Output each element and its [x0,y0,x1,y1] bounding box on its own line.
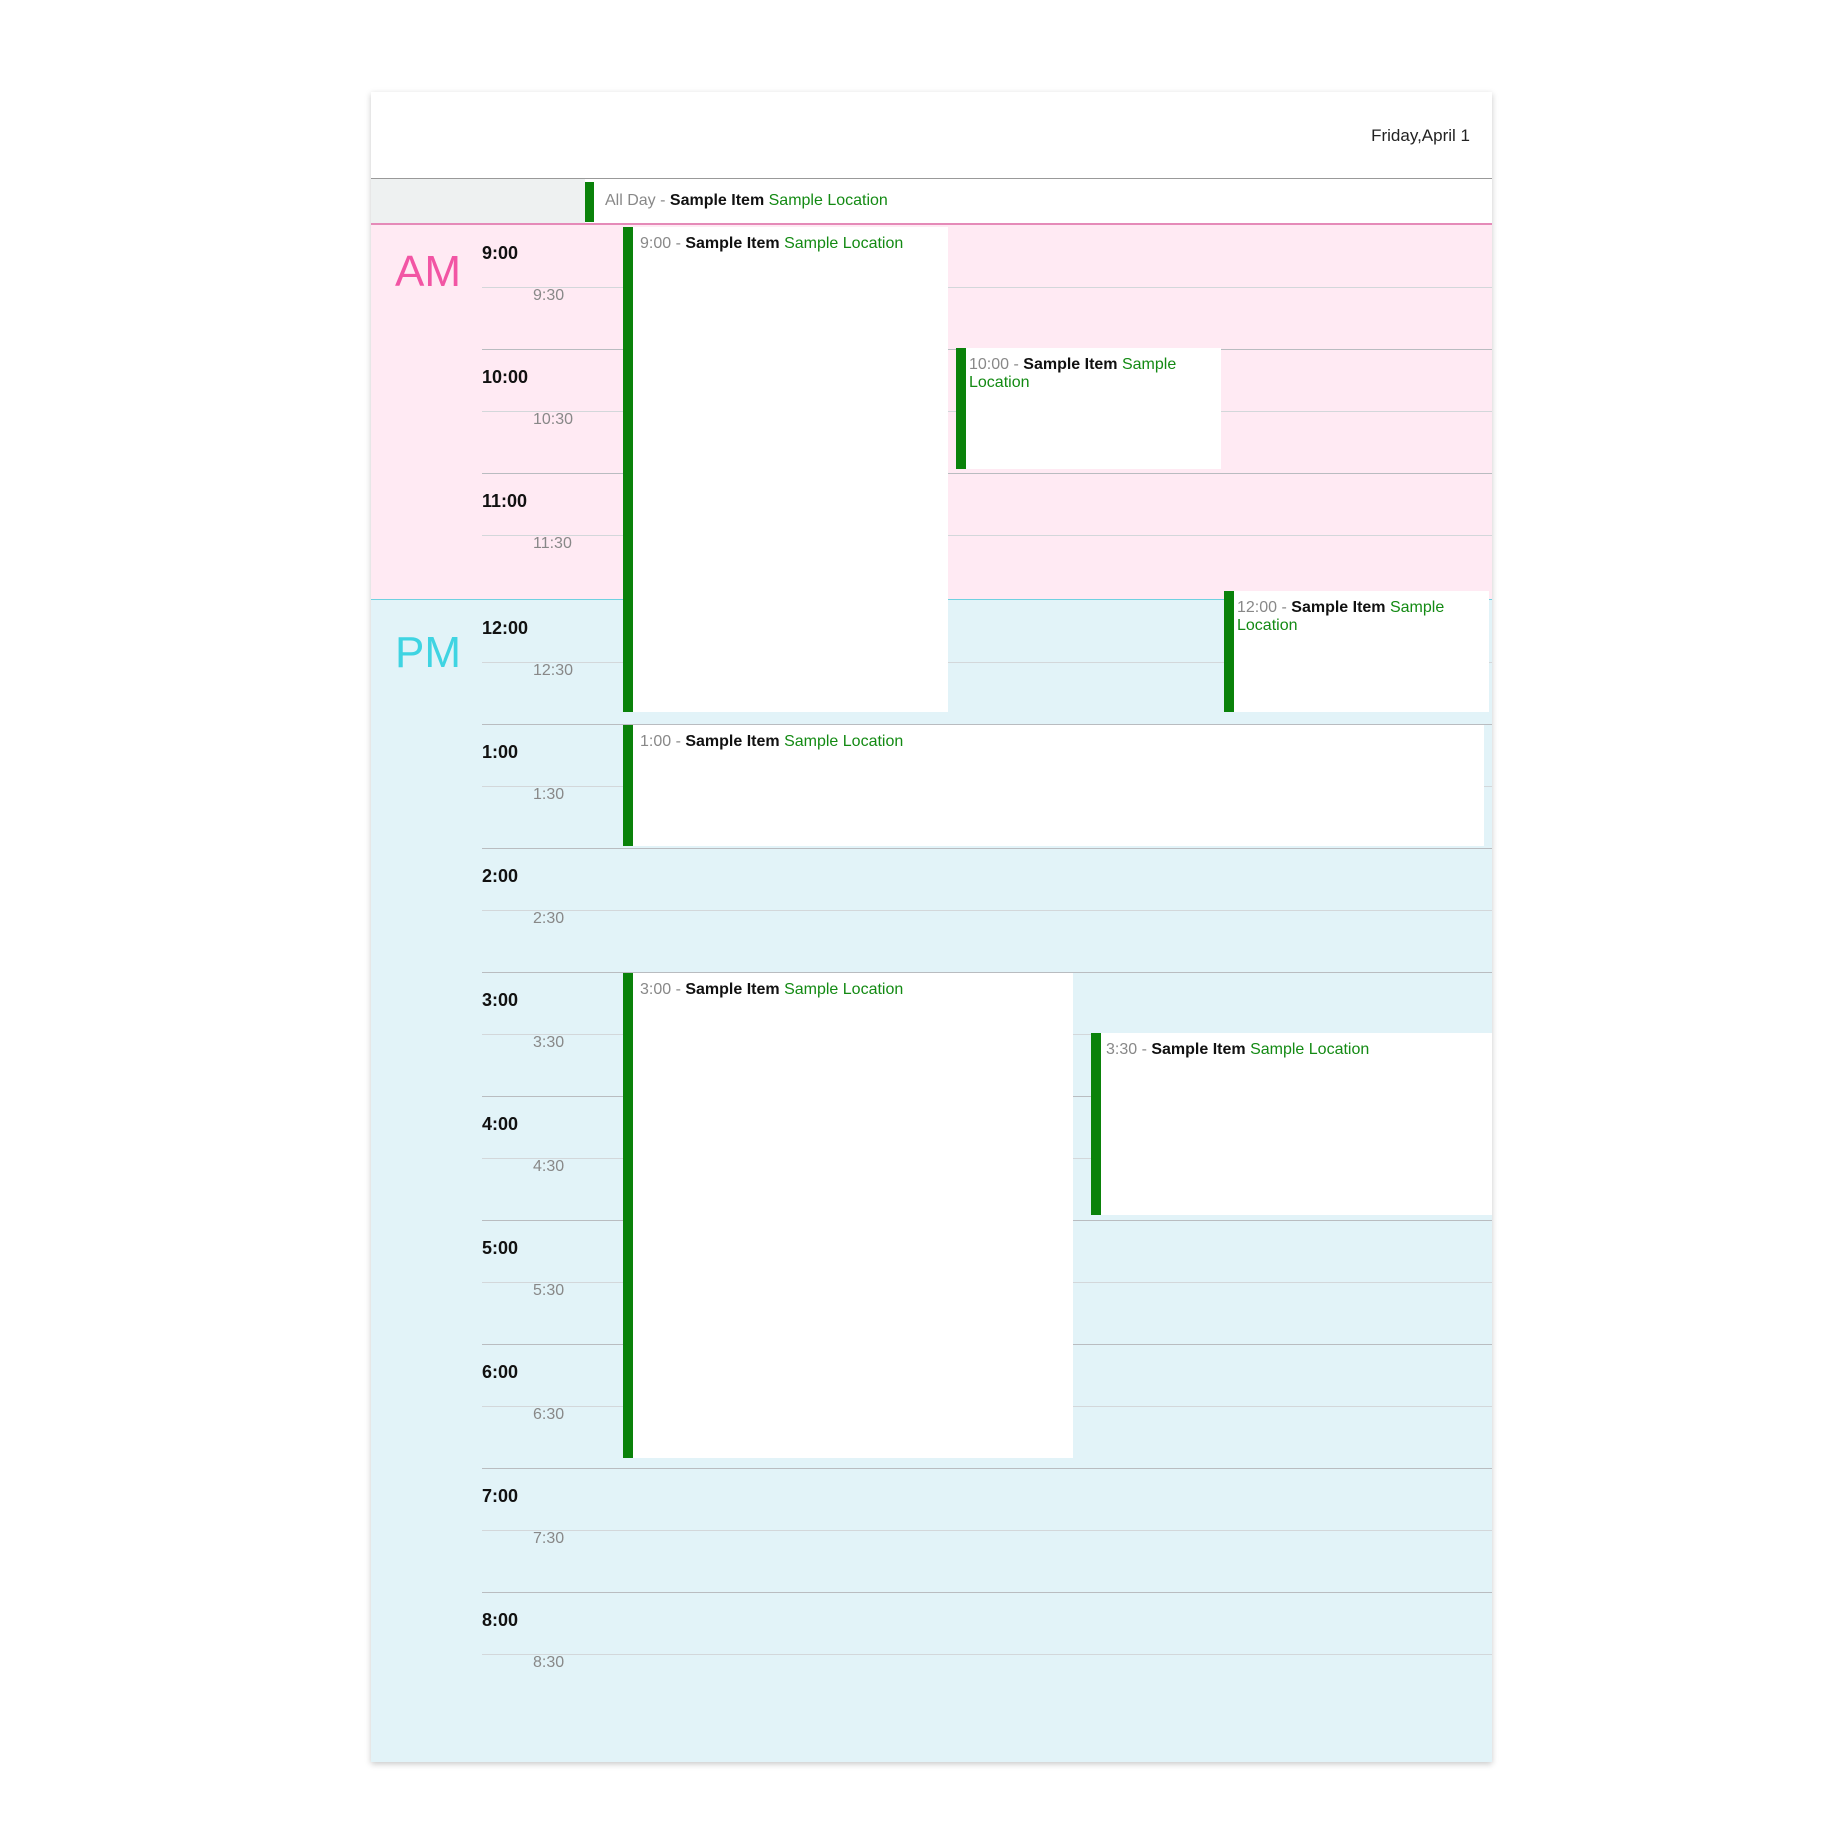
hour-line [482,1592,1492,1593]
event-separator: - [655,192,670,209]
date-label: Friday,April 1 [1371,126,1470,145]
event-text: 1:00 - Sample Item Sample Location [640,733,1478,751]
event-separator: - [1277,599,1292,616]
event-time: 1:00 [640,733,672,750]
hour-label-11: 11:00 [482,491,528,511]
event-text: 3:30 - Sample Item Sample Location [1106,1041,1486,1059]
event-time: 3:30 [1106,1041,1138,1058]
hour-label-12: 12:00 [482,618,529,638]
half-label-1130: 11:30 [533,535,572,552]
hour-line [482,972,1492,973]
half-label-830: 8:30 [533,1654,565,1671]
all-day-row: All Day - Sample Item Sample Location [371,178,1492,224]
event-time: 3:00 [640,981,672,998]
event-text: 3:00 - Sample Item Sample Location [640,981,1067,999]
calendar-event[interactable]: 3:00 - Sample Item Sample Location [623,973,1073,1458]
half-label-1030: 10:30 [533,411,574,428]
event-text: All Day - Sample Item Sample Location [605,192,888,210]
am-label: AM [395,247,461,296]
calendar-event[interactable]: 9:00 - Sample Item Sample Location [623,227,948,712]
half-label-530: 5:30 [533,1282,565,1299]
event-color-bar [956,348,966,469]
half-hour-line [482,535,1492,536]
half-label-230: 2:30 [533,910,565,927]
event-location: Sample Location [784,981,904,998]
event-color-bar [623,725,633,846]
half-label-430: 4:30 [533,1158,565,1175]
event-location: Sample Location [784,733,904,750]
half-hour-line [482,1654,1492,1655]
half-label-1230: 12:30 [533,662,574,679]
event-title: Sample Item [685,981,780,998]
day-view-calendar: Friday,April 1 All Day - Sample Item Sam… [371,92,1492,1762]
hour-label-1: 1:00 [482,742,519,762]
hour-label-7: 7:00 [482,1486,519,1506]
event-title: Sample Item [685,235,780,252]
hour-label-5: 5:00 [482,1238,519,1258]
event-time: 9:00 [640,235,672,252]
event-location: Sample Location [969,356,1177,391]
hour-label-10: 10:00 [482,367,529,387]
half-label-130: 1:30 [533,786,565,803]
event-text: 10:00 - Sample Item Sample Location [969,356,1215,392]
event-title: Sample Item [1291,599,1386,616]
event-text: 9:00 - Sample Item Sample Location [640,235,942,253]
hour-label-9: 9:00 [482,243,519,263]
hour-line [482,473,1492,474]
event-color-bar [623,227,633,712]
hour-label-2: 2:00 [482,866,519,886]
event-location: Sample Location [1237,599,1445,634]
all-day-gutter [371,179,585,224]
calendar-event[interactable]: 3:30 - Sample Item Sample Location [1091,1033,1492,1215]
half-label-730: 7:30 [533,1530,565,1547]
event-time: All Day [605,192,656,209]
event-time: 12:00 [1237,599,1278,616]
hour-label-4: 4:00 [482,1114,519,1134]
event-separator: - [1137,1041,1152,1058]
event-title: Sample Item [1151,1041,1246,1058]
event-separator: - [671,981,686,998]
half-hour-line [482,662,1492,663]
half-hour-line [482,1530,1492,1531]
event-time: 10:00 [969,356,1010,373]
hour-label-3: 3:00 [482,990,519,1010]
event-separator: - [671,235,686,252]
event-color-bar [585,182,594,222]
hour-line [482,724,1492,725]
event-color-bar [1224,591,1234,712]
event-color-bar [623,973,633,1458]
half-hour-line [482,910,1492,911]
half-label-330: 3:30 [533,1034,565,1051]
half-label-930: 9:30 [533,287,565,304]
event-title: Sample Item [1023,356,1118,373]
calendar-event[interactable]: 1:00 - Sample Item Sample Location [623,725,1484,846]
event-title: Sample Item [685,733,780,750]
event-color-bar [1091,1033,1101,1215]
pm-label: PM [395,628,461,677]
event-location: Sample Location [1250,1041,1370,1058]
half-label-630: 6:30 [533,1406,565,1423]
event-location: Sample Location [784,235,904,252]
hour-line [482,1468,1492,1469]
event-location: Sample Location [768,192,888,209]
event-separator: - [671,733,686,750]
calendar-event[interactable]: 10:00 - Sample Item Sample Location [956,348,1221,469]
hour-label-6: 6:00 [482,1362,519,1382]
half-hour-line [482,287,1492,288]
all-day-event[interactable]: All Day - Sample Item Sample Location [585,182,1492,222]
hour-line [482,848,1492,849]
event-separator: - [1009,356,1024,373]
calendar-event[interactable]: 12:00 - Sample Item Sample Location [1224,591,1489,712]
event-title: Sample Item [669,192,765,209]
calendar-header: Friday,April 1 [371,92,1492,178]
event-text: 12:00 - Sample Item Sample Location [1237,599,1483,635]
hour-label-8: 8:00 [482,1610,519,1630]
